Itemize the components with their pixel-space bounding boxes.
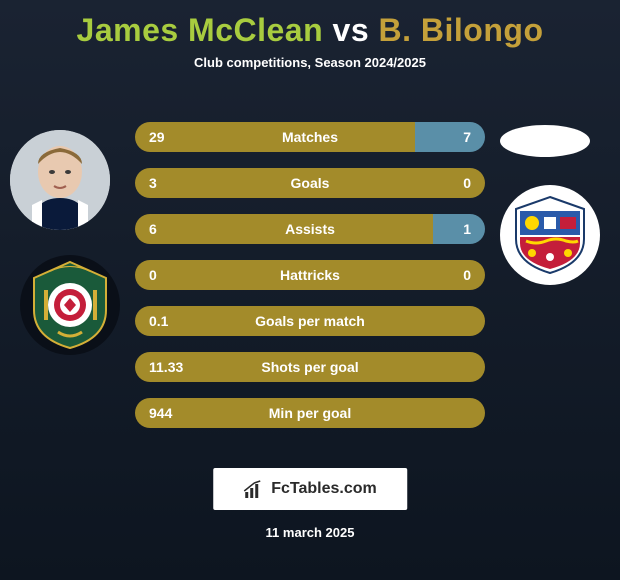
stat-value-right: 7 — [463, 129, 471, 145]
stat-bar-right-fill — [415, 122, 485, 152]
stat-row: Goals 3 0 — [135, 168, 485, 198]
stat-row: Shots per goal 11.33 — [135, 352, 485, 382]
player1-photo — [10, 130, 110, 230]
stat-row: Assists 6 1 — [135, 214, 485, 244]
player1-photo-placeholder — [10, 130, 110, 230]
stat-label: Goals per match — [255, 313, 365, 329]
stat-row: Matches 29 7 — [135, 122, 485, 152]
stat-value-left: 3 — [149, 175, 157, 191]
subtitle: Club competitions, Season 2024/2025 — [0, 55, 620, 70]
stat-bar-left-fill — [135, 214, 433, 244]
comparison-title: James McClean vs B. Bilongo — [0, 0, 620, 49]
stat-value-left: 11.33 — [149, 359, 183, 375]
footer-brand: FcTables.com — [271, 480, 377, 498]
player2-name: B. Bilongo — [379, 12, 544, 48]
stat-row: Goals per match 0.1 — [135, 306, 485, 336]
footer-date: 11 march 2025 — [266, 525, 355, 540]
content-area: Matches297Goals30Assists61Hattricks00Goa… — [0, 100, 620, 430]
stat-value-left: 0 — [149, 267, 157, 283]
stat-value-left: 0.1 — [149, 313, 168, 329]
stat-value-right: 1 — [463, 221, 471, 237]
stat-row: Hattricks 0 0 — [135, 260, 485, 290]
stat-value-left: 6 — [149, 221, 157, 237]
stat-label: Shots per goal — [261, 359, 358, 375]
stat-value-left: 29 — [149, 129, 165, 145]
player2-photo-placeholder — [500, 125, 590, 157]
stat-bar-right-fill — [433, 214, 486, 244]
stat-value-right: 0 — [463, 175, 471, 191]
footer-badge: FcTables.com — [213, 468, 407, 510]
stat-value-left: 944 — [149, 405, 172, 421]
stat-label: Hattricks — [280, 267, 340, 283]
vs-label: vs — [333, 12, 370, 48]
club-crest-2-icon — [512, 195, 588, 275]
stat-label: Assists — [285, 221, 335, 237]
fctables-logo-icon — [243, 480, 263, 498]
player2-club-crest — [500, 185, 600, 285]
stat-row: Min per goal 944 — [135, 398, 485, 428]
stat-label: Min per goal — [269, 405, 351, 421]
stat-label: Goals — [291, 175, 330, 191]
stat-bar-left-fill — [135, 122, 415, 152]
stat-label: Matches — [282, 129, 338, 145]
stat-value-right: 0 — [463, 267, 471, 283]
player1-club-crest — [20, 255, 120, 355]
wrexham-crest-icon — [28, 260, 113, 350]
player1-name: James McClean — [77, 12, 324, 48]
